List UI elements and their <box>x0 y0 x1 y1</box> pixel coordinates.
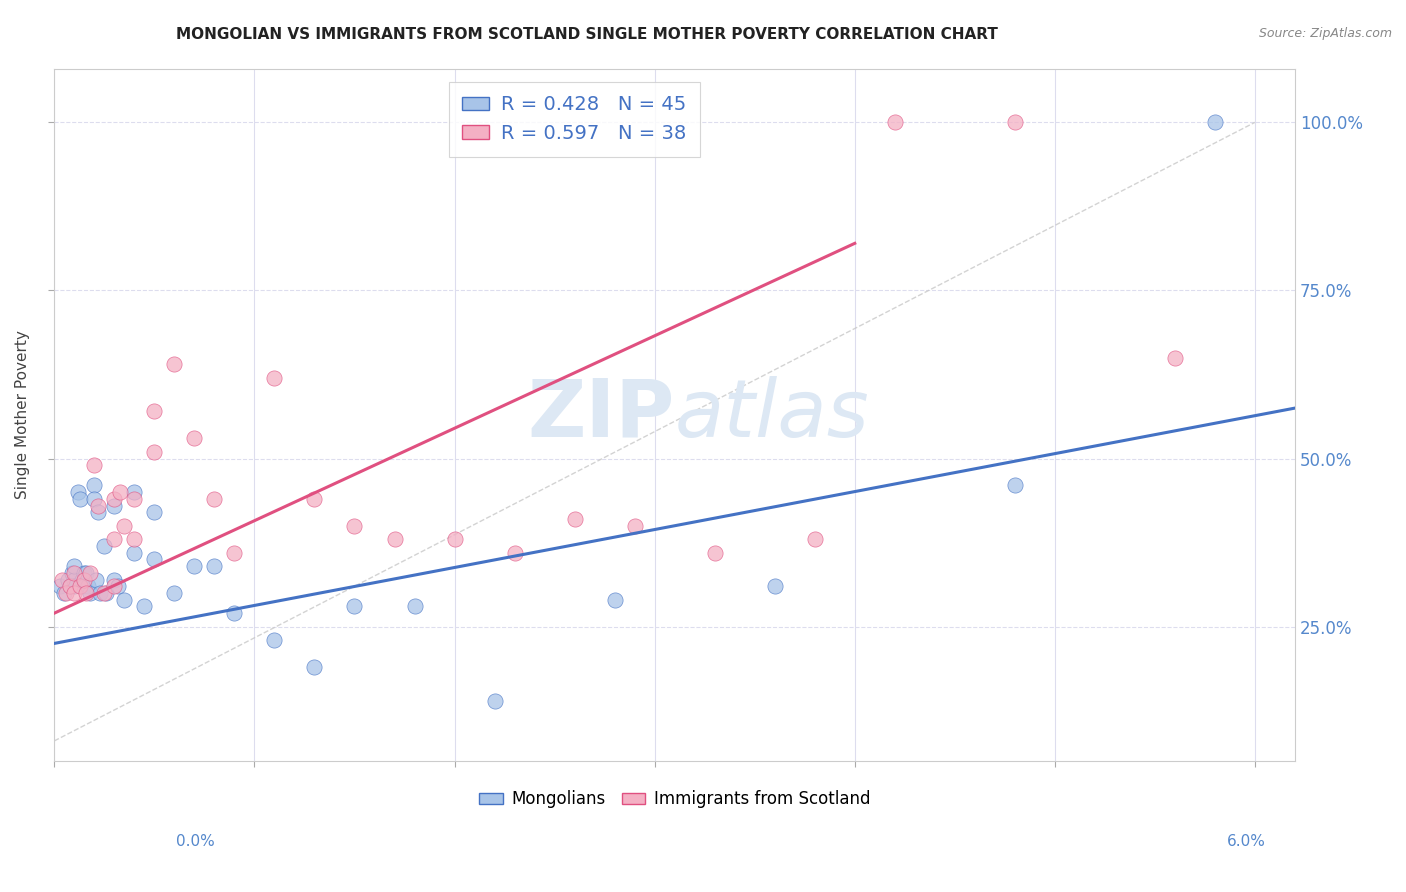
Point <box>224 546 246 560</box>
Point <box>143 404 166 418</box>
Point <box>107 579 129 593</box>
Point <box>763 579 786 593</box>
Point <box>503 546 526 560</box>
Point <box>75 586 97 600</box>
Point <box>60 566 83 580</box>
Point <box>83 478 105 492</box>
Point <box>72 573 94 587</box>
Point <box>87 499 110 513</box>
Point <box>404 599 426 614</box>
Point <box>55 586 77 600</box>
Text: Source: ZipAtlas.com: Source: ZipAtlas.com <box>1258 27 1392 40</box>
Text: 6.0%: 6.0% <box>1226 834 1265 849</box>
Legend: Mongolians, Immigrants from Scotland: Mongolians, Immigrants from Scotland <box>472 784 877 815</box>
Point <box>1004 478 1026 492</box>
Point <box>143 444 166 458</box>
Point <box>63 573 86 587</box>
Point <box>63 559 86 574</box>
Point <box>69 579 91 593</box>
Point <box>63 579 86 593</box>
Y-axis label: Single Mother Poverty: Single Mother Poverty <box>15 330 30 500</box>
Point <box>803 532 825 546</box>
Point <box>73 579 96 593</box>
Text: 0.0%: 0.0% <box>176 834 215 849</box>
Point <box>51 573 73 587</box>
Point <box>73 566 96 580</box>
Point <box>623 518 645 533</box>
Point <box>304 660 326 674</box>
Text: MONGOLIAN VS IMMIGRANTS FROM SCOTLAND SINGLE MOTHER POVERTY CORRELATION CHART: MONGOLIAN VS IMMIGRANTS FROM SCOTLAND SI… <box>176 27 998 42</box>
Point <box>1004 115 1026 129</box>
Point <box>202 491 225 506</box>
Point <box>79 586 101 600</box>
Point <box>86 573 108 587</box>
Point <box>93 539 115 553</box>
Text: atlas: atlas <box>675 376 869 454</box>
Point <box>87 505 110 519</box>
Point <box>89 586 111 600</box>
Point <box>103 499 125 513</box>
Point <box>103 491 125 506</box>
Point <box>124 546 146 560</box>
Point <box>67 485 90 500</box>
Point <box>443 532 465 546</box>
Point <box>83 458 105 473</box>
Point <box>134 599 156 614</box>
Point <box>304 491 326 506</box>
Point <box>183 431 205 445</box>
Point <box>1204 115 1226 129</box>
Point <box>124 491 146 506</box>
Point <box>143 505 166 519</box>
Point <box>103 579 125 593</box>
Point <box>703 546 725 560</box>
Point <box>883 115 905 129</box>
Point <box>75 566 97 580</box>
Point <box>59 579 82 593</box>
Point <box>143 552 166 566</box>
Point <box>124 532 146 546</box>
Point <box>83 491 105 506</box>
Point <box>263 371 285 385</box>
Point <box>124 485 146 500</box>
Point <box>58 573 80 587</box>
Point <box>110 485 132 500</box>
Point <box>183 559 205 574</box>
Point <box>53 586 76 600</box>
Point <box>79 566 101 580</box>
Point <box>263 633 285 648</box>
Point <box>96 586 118 600</box>
Point <box>484 693 506 707</box>
Point <box>1164 351 1187 365</box>
Point <box>112 592 135 607</box>
Point <box>163 586 186 600</box>
Point <box>63 586 86 600</box>
Point <box>103 573 125 587</box>
Point <box>564 512 586 526</box>
Point <box>343 599 366 614</box>
Text: ZIP: ZIP <box>527 376 675 454</box>
Point <box>163 357 186 371</box>
Point <box>343 518 366 533</box>
Point <box>77 579 100 593</box>
Point <box>112 518 135 533</box>
Point <box>49 579 72 593</box>
Point <box>69 491 91 506</box>
Point <box>103 532 125 546</box>
Point <box>224 606 246 620</box>
Point <box>603 592 626 607</box>
Point <box>384 532 406 546</box>
Point <box>202 559 225 574</box>
Point <box>59 579 82 593</box>
Point <box>63 566 86 580</box>
Point <box>73 573 96 587</box>
Point <box>93 586 115 600</box>
